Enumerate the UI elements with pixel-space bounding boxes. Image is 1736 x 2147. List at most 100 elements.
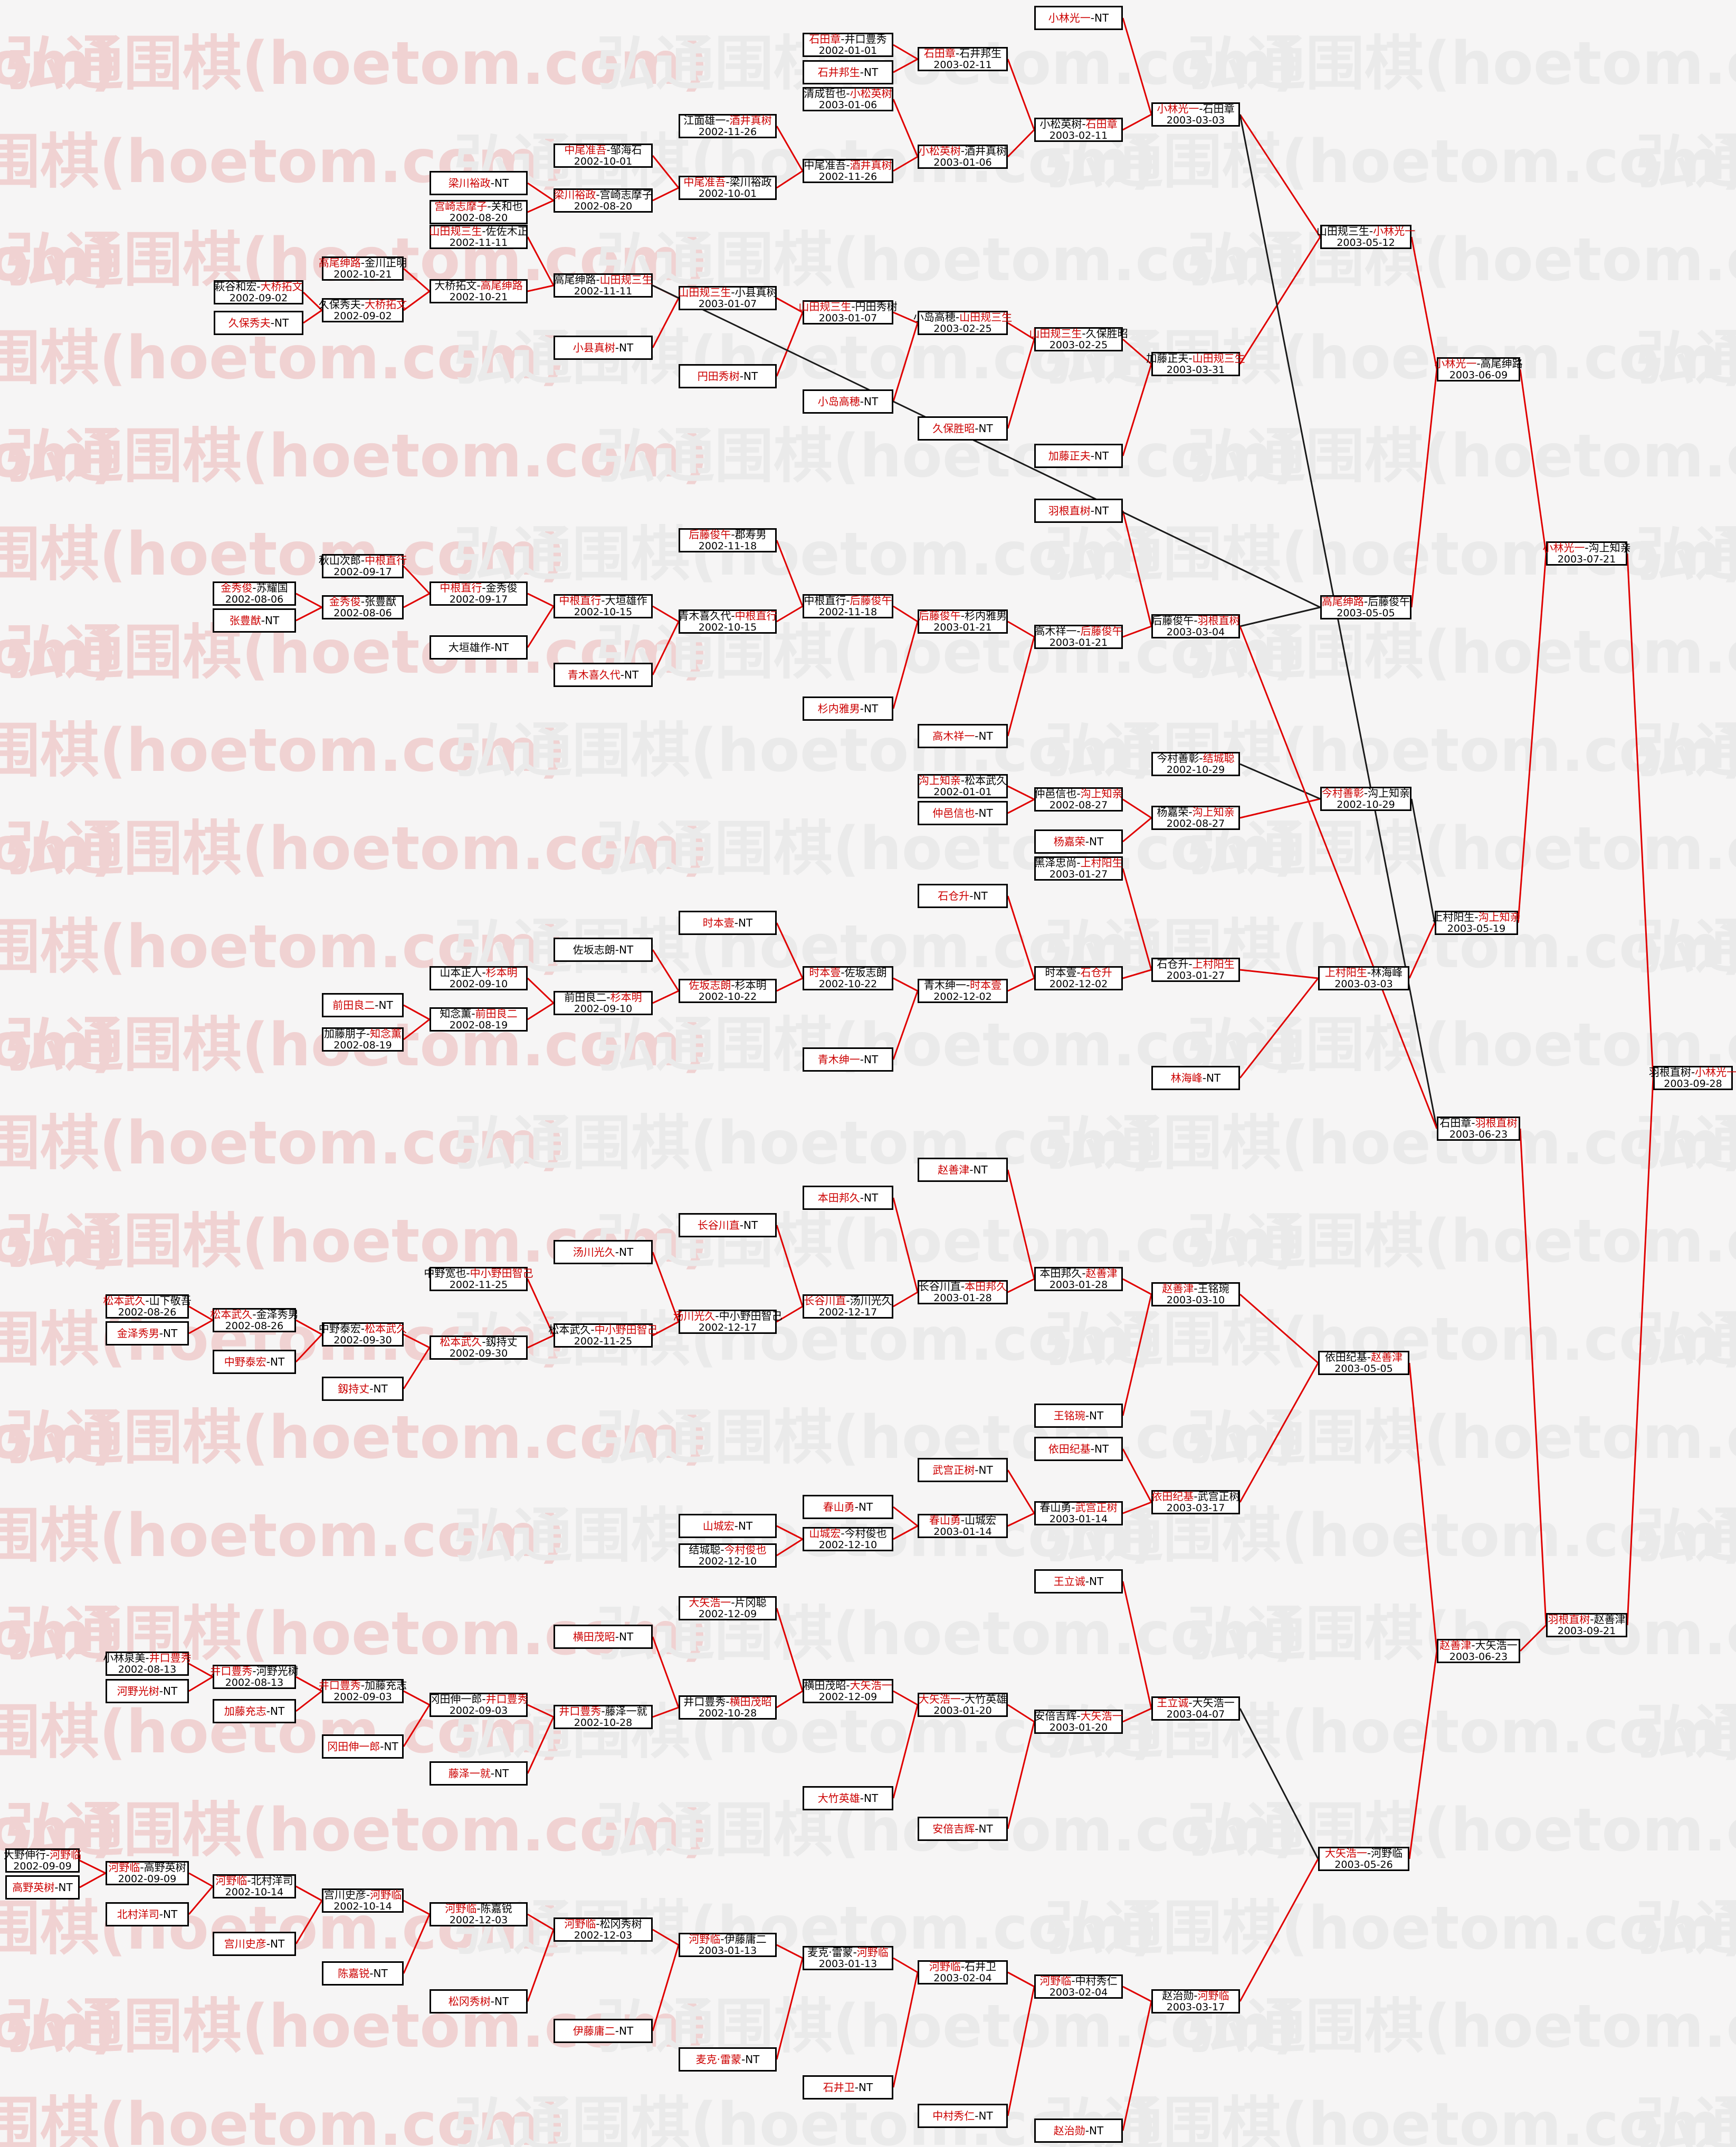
match-box[interactable]: 横田茂昭-NT xyxy=(554,1625,653,1649)
match-box[interactable]: 小岛高穂-NT xyxy=(803,389,893,414)
match-box[interactable]: 赵善津-NT xyxy=(918,1158,1008,1182)
match-box[interactable]: 张豊猷-NT xyxy=(213,608,296,633)
match-box[interactable]: 汤川光久-NT xyxy=(554,1240,653,1264)
match-box[interactable]: 加藤正夫-NT xyxy=(1034,444,1123,468)
match-box[interactable]: 仲邑信也-NT xyxy=(918,801,1008,825)
match-box[interactable]: 河野临-陈嘉锐 2002-12-03 xyxy=(430,1902,528,1926)
match-box[interactable]: 高木祥一-后藤俊午 2003-01-21 xyxy=(1034,625,1123,649)
match-box[interactable]: 石田章-羽根直树 2003-06-23 xyxy=(1437,1117,1520,1141)
match-box[interactable]: 松本武久-釼持丈 2002-09-30 xyxy=(430,1335,528,1360)
match-box[interactable]: 萩谷和宏-大桥拓文 2002-09-02 xyxy=(214,280,303,304)
match-box[interactable]: 河野临-高野英树 2002-09-09 xyxy=(106,1861,189,1885)
match-box[interactable]: 高尾绅路-山田规三生 2002-11-11 xyxy=(554,273,653,298)
match-box[interactable]: 井口豊秀-藤泽一就 2002-10-28 xyxy=(554,1705,653,1729)
match-box[interactable]: 清成哲也-小松英树 2003-01-06 xyxy=(803,87,893,111)
match-box[interactable]: 麦克·雷蒙-NT xyxy=(679,2047,777,2072)
match-box[interactable]: 久保胜昭-NT xyxy=(918,416,1008,441)
match-box[interactable]: 后藤俊午-杉内雅男 2003-01-21 xyxy=(918,609,1008,634)
match-box[interactable]: 杨嘉荣-沟上知亲 2002-08-27 xyxy=(1151,806,1240,830)
match-box[interactable]: 梁川裕政-NT xyxy=(430,171,528,195)
match-box[interactable]: 春山勇-NT xyxy=(803,1495,893,1519)
match-box[interactable]: 石田章-石井邦生 2003-02-11 xyxy=(918,47,1008,71)
match-box[interactable]: 王立诚-大矢浩一 2003-04-07 xyxy=(1151,1696,1240,1721)
match-box[interactable]: 羽根直树-小林光一 2003-09-28 xyxy=(1649,1066,1736,1090)
match-box[interactable]: 杨嘉荣-NT xyxy=(1034,829,1123,854)
match-box[interactable]: 河野临-中村秀仁 2003-02-04 xyxy=(1034,1974,1123,1999)
match-box[interactable]: 小松英树-酒井真树 2003-01-06 xyxy=(918,145,1008,169)
match-box[interactable]: 小林光一-石田章 2003-03-03 xyxy=(1151,102,1240,127)
match-box[interactable]: 小林光一-沟上知亲 2003-07-21 xyxy=(1542,541,1631,566)
match-box[interactable]: 石井邦生-NT xyxy=(803,60,893,84)
match-box[interactable]: 藤泽一就-NT xyxy=(430,1761,528,1786)
match-box[interactable]: 今村善彰-结城聪 2002-10-29 xyxy=(1151,752,1240,776)
match-box[interactable]: 大矢浩一-片冈聪 2002-12-09 xyxy=(679,1596,777,1620)
match-box[interactable]: 时本壹-石仓升 2002-12-02 xyxy=(1034,966,1123,990)
match-box[interactable]: 中野泰宏-NT xyxy=(213,1350,296,1374)
match-box[interactable]: 安倍吉辉-NT xyxy=(918,1817,1008,1841)
match-box[interactable]: 小县真树-NT xyxy=(554,336,653,360)
match-box[interactable]: 金秀俊-苏耀国 2002-08-06 xyxy=(213,581,296,606)
match-box[interactable]: 松冈秀树-NT xyxy=(430,1989,528,2014)
match-box[interactable]: 山田规三生-小林光一 2003-05-12 xyxy=(1317,225,1415,249)
match-box[interactable]: 大矢浩一-大竹英雄 2003-01-20 xyxy=(918,1693,1008,1717)
match-box[interactable]: 山田规三生-小县真树 2003-01-07 xyxy=(678,286,777,310)
match-box[interactable]: 中根直行-后藤俊午 2002-11-18 xyxy=(803,594,893,618)
match-box[interactable]: 王立诚-NT xyxy=(1034,1569,1123,1593)
match-box[interactable]: 石仓升-NT xyxy=(918,884,1008,908)
match-box[interactable]: 安倍吉辉-大矢浩一 2003-01-20 xyxy=(1034,1710,1123,1734)
match-box[interactable]: 仲邑信也-沟上知亲 2002-08-27 xyxy=(1034,787,1123,812)
match-box[interactable]: 赵善津-大矢浩一 2003-06-23 xyxy=(1437,1639,1520,1663)
match-box[interactable]: 前田良二-NT xyxy=(322,993,404,1017)
match-box[interactable]: 中尾准吾-邹海石 2002-10-01 xyxy=(554,144,653,168)
match-box[interactable]: 山田规三生-佐佐木正 2002-11-11 xyxy=(429,225,528,249)
match-box[interactable]: 加藤正夫-山田规三生 2003-03-31 xyxy=(1146,352,1245,376)
match-box[interactable]: 久保秀夫-NT xyxy=(214,311,303,335)
match-box[interactable]: 大竹英雄-NT xyxy=(803,1786,893,1810)
match-box[interactable]: 小林光一-NT xyxy=(1034,6,1123,30)
match-box[interactable]: 宫川史彦-河野临 2002-10-14 xyxy=(322,1888,404,1913)
match-box[interactable]: 小岛高穂-山田规三生 2003-02-25 xyxy=(913,311,1012,335)
match-box[interactable]: 赵治勋-NT xyxy=(1034,2119,1123,2143)
match-box[interactable]: 河野光树-NT xyxy=(106,1679,189,1703)
match-box[interactable]: 青木绅一-NT xyxy=(803,1047,893,1072)
match-box[interactable]: 上村阳生-林海峰 2003-03-03 xyxy=(1318,966,1409,990)
match-box[interactable]: 青木绅一-时本壹 2002-12-02 xyxy=(918,979,1008,1003)
match-box[interactable]: 山城宏-今村俊也 2002-12-10 xyxy=(803,1527,893,1551)
match-box[interactable]: 时本壹-佐坂志朗 2002-10-22 xyxy=(803,966,893,990)
match-box[interactable]: 后藤俊午-羽根直树 2003-03-04 xyxy=(1151,614,1240,638)
match-box[interactable]: 河野临-松冈秀树 2002-12-03 xyxy=(554,1917,653,1942)
match-box[interactable]: 后藤俊午-郡寿男 2002-11-18 xyxy=(679,528,777,552)
match-box[interactable]: 依田纪基-赵善津 2003-05-05 xyxy=(1318,1351,1409,1375)
match-box[interactable]: 杉内雅男-NT xyxy=(803,696,893,721)
match-box[interactable]: 小林泉美-井口豊秀 2002-08-13 xyxy=(103,1652,192,1676)
match-box[interactable]: 依田纪基-武宫正树 2003-03-17 xyxy=(1151,1490,1240,1514)
match-box[interactable]: 春山勇-武宫正树 2003-01-14 xyxy=(1034,1501,1123,1525)
match-box[interactable]: 青木喜久代-NT xyxy=(554,663,653,687)
match-box[interactable]: 上村阳生-沟上知亲 2003-05-19 xyxy=(1432,911,1521,935)
match-box[interactable]: 佐坂志朗-NT xyxy=(554,938,653,962)
match-box[interactable]: 青木喜久代-中根直行 2002-10-15 xyxy=(678,609,777,634)
match-box[interactable]: 中尾准吾-酒井真树 2002-11-26 xyxy=(803,159,893,183)
match-box[interactable]: 佐坂志朗-杉本明 2002-10-22 xyxy=(679,979,777,1003)
match-box[interactable]: 高野英树-NT xyxy=(5,1875,80,1900)
match-box[interactable]: 本田邦久-NT xyxy=(803,1186,893,1210)
match-box[interactable]: 井口豊秀-横田茂昭 2002-10-28 xyxy=(679,1695,777,1720)
match-box[interactable]: 石仓升-上村阳生 2003-01-27 xyxy=(1151,958,1240,982)
match-box[interactable]: 金秀俊-张豊猷 2002-08-06 xyxy=(322,595,404,619)
match-box[interactable]: 加藤充志-NT xyxy=(213,1699,296,1723)
match-box[interactable]: 中野宽也-中小野田智己 2002-11-25 xyxy=(424,1267,533,1291)
match-box[interactable]: 麦克·雷蒙-河野临 2003-01-13 xyxy=(803,1946,893,1970)
match-box[interactable]: 山城宏-NT xyxy=(679,1514,777,1538)
match-box[interactable]: 宫崎志摩子-关和也 2002-08-20 xyxy=(430,200,528,224)
match-box[interactable]: 小林光一-高尾绅路 2003-06-09 xyxy=(1434,357,1523,381)
match-box[interactable]: 河野临-北村洋司 2002-10-14 xyxy=(213,1874,296,1898)
match-box[interactable]: 宫川史彦-NT xyxy=(213,1932,296,1956)
match-box[interactable]: 中尾准吾-梁川裕政 2002-10-01 xyxy=(679,176,777,200)
match-box[interactable]: 大矢浩一-河野临 2003-05-26 xyxy=(1318,1847,1409,1871)
match-box[interactable]: 円田秀树-NT xyxy=(679,364,777,388)
match-box[interactable]: 羽根直树-赵善津 2003-09-21 xyxy=(1546,1613,1627,1637)
match-box[interactable]: 釼持丈-NT xyxy=(322,1377,404,1401)
match-box[interactable]: 大桥拓文-高尾绅路 2002-10-21 xyxy=(430,279,528,303)
match-box[interactable]: 松本武久-中小野田智己 2002-11-25 xyxy=(548,1323,658,1348)
match-box[interactable]: 松本武久-金泽秀男 2002-08-26 xyxy=(210,1308,299,1332)
